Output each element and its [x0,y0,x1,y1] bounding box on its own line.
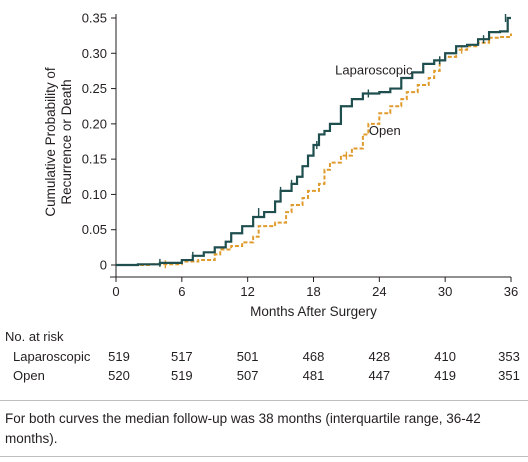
annotation-laparoscopic: Laparoscopic [335,62,413,77]
footnote: For both curves the median follow-up was… [5,411,481,446]
risk-count: 468 [302,349,325,364]
y-tick-label: 0 [100,258,107,273]
km-chart: 0 0.05 0.10 0.15 0.20 0.25 0.30 0.35 0 6 12 18 24 30 3… [43,11,518,320]
risk-count: 419 [434,368,457,383]
risk-count: 517 [170,349,193,364]
y-tick-label: 0.10 [82,187,107,202]
y-tick-label: 0.05 [82,222,107,237]
risk-count: 410 [434,349,457,364]
x-tick-label: 36 [504,284,518,299]
x-tick-label: 24 [372,284,386,299]
x-axis-label: Months After Surgery [250,304,377,319]
series-line-laparoscopic [116,16,511,267]
risk-count: 353 [498,349,520,364]
y-axis-label-line: Cumulative Probability of [43,67,58,217]
risk-count: 520 [108,368,130,383]
x-tick-label: 30 [438,284,452,299]
risk-table-title: No. at risk [5,329,64,344]
risk-count: 519 [108,349,130,364]
x-tick-label: 6 [178,284,185,299]
risk-count: 519 [170,368,193,383]
y-tick-label: 0.25 [82,81,107,96]
y-axis-label-line: Recurrence or Death [59,79,74,204]
y-axis-label: Cumulative Probability ofRecurrence or D… [43,67,74,217]
risk-count: 481 [302,368,325,383]
risk-count: 428 [368,349,391,364]
y-tick-label: 0.35 [82,11,107,26]
risk-count: 507 [236,368,259,383]
risk-count: 447 [368,368,391,383]
y-tick-label: 0.20 [82,116,107,131]
annotation-open: Open [369,123,401,138]
x-tick-label: 12 [240,284,254,299]
risk-row-label: Open [13,368,45,383]
risk-count: 501 [236,349,259,364]
risk-count: 351 [498,368,520,383]
risk-row-label: Laparoscopic [13,349,91,364]
x-tick-label: 0 [112,284,119,299]
y-tick-label: 0.30 [82,46,107,61]
footnote-divider-top [0,400,528,401]
footnote-divider-bottom [0,456,528,457]
x-tick-label: 18 [306,284,320,299]
y-tick-label: 0.15 [82,152,107,167]
